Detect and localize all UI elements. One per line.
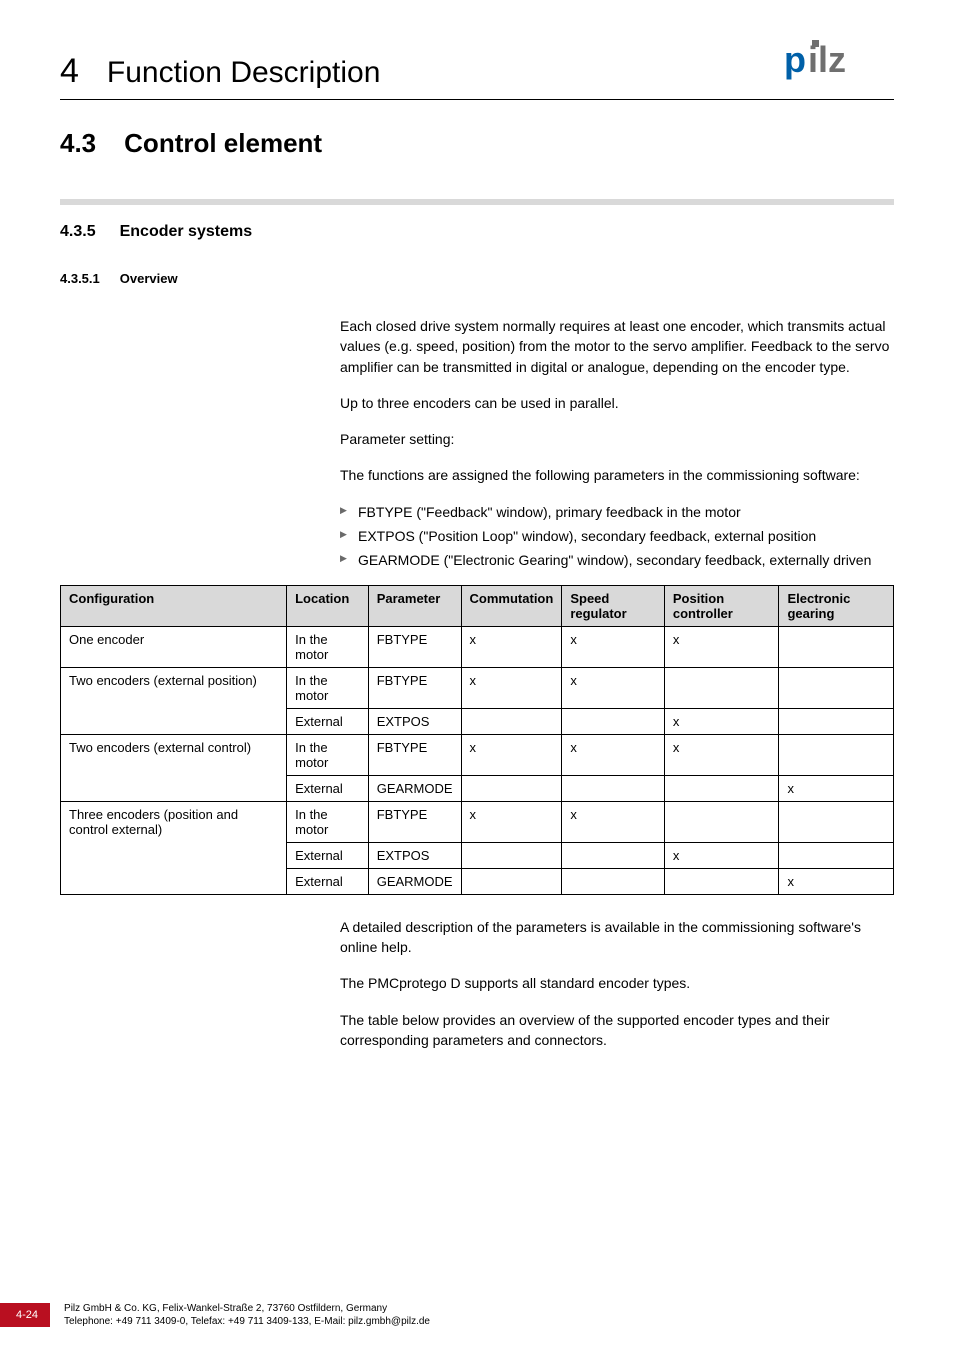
table-cell: EXTPOS — [368, 842, 461, 868]
table-cell: x — [562, 626, 665, 667]
table-cell — [461, 775, 562, 801]
body-paragraph: Parameter setting: — [340, 429, 894, 449]
table-cell: FBTYPE — [368, 667, 461, 708]
table-cell: x — [779, 775, 894, 801]
config-cell: Two encoders (external control) — [61, 734, 287, 801]
table-cell: x — [664, 734, 779, 775]
table-cell: External — [287, 868, 369, 894]
col-header: Commutation — [461, 585, 562, 626]
chapter-title: Function Description — [107, 56, 380, 90]
bullet-item: FBTYPE ("Feedback" window), primary feed… — [340, 502, 894, 522]
bullet-list: FBTYPE ("Feedback" window), primary feed… — [340, 502, 894, 571]
table-cell — [562, 708, 665, 734]
pilz-logo: p ilz — [784, 40, 894, 87]
table-cell: In the motor — [287, 734, 369, 775]
col-header: Position controller — [664, 585, 779, 626]
table-cell: In the motor — [287, 801, 369, 842]
page-footer: 4-24 Pilz GmbH & Co. KG, Felix-Wankel-St… — [0, 1302, 430, 1328]
table-cell — [779, 626, 894, 667]
table-cell: GEARMODE — [368, 868, 461, 894]
col-header: Electronic gearing — [779, 585, 894, 626]
table-cell: x — [664, 626, 779, 667]
table-cell: GEARMODE — [368, 775, 461, 801]
table-cell — [779, 667, 894, 708]
table-cell: x — [664, 842, 779, 868]
table-cell — [461, 708, 562, 734]
table-cell — [562, 868, 665, 894]
table-cell — [461, 868, 562, 894]
body-paragraph: The functions are assigned the following… — [340, 465, 894, 485]
col-header: Speed regulator — [562, 585, 665, 626]
table-cell: x — [562, 667, 665, 708]
table-cell: x — [461, 626, 562, 667]
table-cell — [664, 868, 779, 894]
col-header: Configuration — [61, 585, 287, 626]
table-cell: x — [779, 868, 894, 894]
subsection-number: 4.3.5 — [60, 223, 96, 241]
table-cell: x — [461, 801, 562, 842]
section-divider — [60, 199, 894, 205]
chapter-number: 4 — [60, 52, 79, 91]
table-cell: External — [287, 775, 369, 801]
svg-text:p: p — [784, 40, 806, 80]
subsubsection-title: Overview — [120, 271, 178, 286]
header-rule — [60, 99, 894, 100]
table-cell — [779, 842, 894, 868]
table-cell: FBTYPE — [368, 734, 461, 775]
col-header: Parameter — [368, 585, 461, 626]
config-cell: Three encoders (position and control ext… — [61, 801, 287, 894]
body-paragraph: The PMCprotego D supports all standard e… — [340, 973, 894, 993]
body-paragraph: Each closed drive system normally requir… — [340, 316, 894, 377]
subsubsection-number: 4.3.5.1 — [60, 271, 100, 286]
footer-line: Pilz GmbH & Co. KG, Felix-Wankel-Straße … — [64, 1302, 430, 1315]
body-paragraph: A detailed description of the parameters… — [340, 917, 894, 958]
table-cell: x — [461, 667, 562, 708]
col-header: Location — [287, 585, 369, 626]
bullet-item: GEARMODE ("Electronic Gearing" window), … — [340, 550, 894, 570]
table-cell — [461, 842, 562, 868]
table-cell — [779, 708, 894, 734]
section-number: 4.3 — [60, 128, 96, 159]
table-cell — [664, 775, 779, 801]
table-cell — [664, 801, 779, 842]
config-cell: Two encoders (external position) — [61, 667, 287, 734]
table-cell: FBTYPE — [368, 801, 461, 842]
table-cell — [664, 667, 779, 708]
config-cell: One encoder — [61, 626, 287, 667]
table-cell: FBTYPE — [368, 626, 461, 667]
encoder-config-table: Configuration Location Parameter Commuta… — [60, 585, 894, 895]
table-cell — [562, 842, 665, 868]
table-cell — [562, 775, 665, 801]
table-cell: x — [664, 708, 779, 734]
section-title: Control element — [124, 128, 322, 159]
table-cell — [779, 801, 894, 842]
page-number-badge: 4-24 — [0, 1303, 50, 1327]
table-cell: x — [562, 801, 665, 842]
table-cell: External — [287, 842, 369, 868]
table-cell: External — [287, 708, 369, 734]
table-cell — [779, 734, 894, 775]
subsection-title: Encoder systems — [120, 223, 253, 241]
footer-line: Telephone: +49 711 3409-0, Telefax: +49 … — [64, 1315, 430, 1328]
table-cell: x — [461, 734, 562, 775]
bullet-item: EXTPOS ("Position Loop" window), seconda… — [340, 526, 894, 546]
body-paragraph: The table below provides an overview of … — [340, 1010, 894, 1051]
table-cell: In the motor — [287, 667, 369, 708]
table-cell: x — [562, 734, 665, 775]
body-paragraph: Up to three encoders can be used in para… — [340, 393, 894, 413]
table-cell: EXTPOS — [368, 708, 461, 734]
table-cell: In the motor — [287, 626, 369, 667]
